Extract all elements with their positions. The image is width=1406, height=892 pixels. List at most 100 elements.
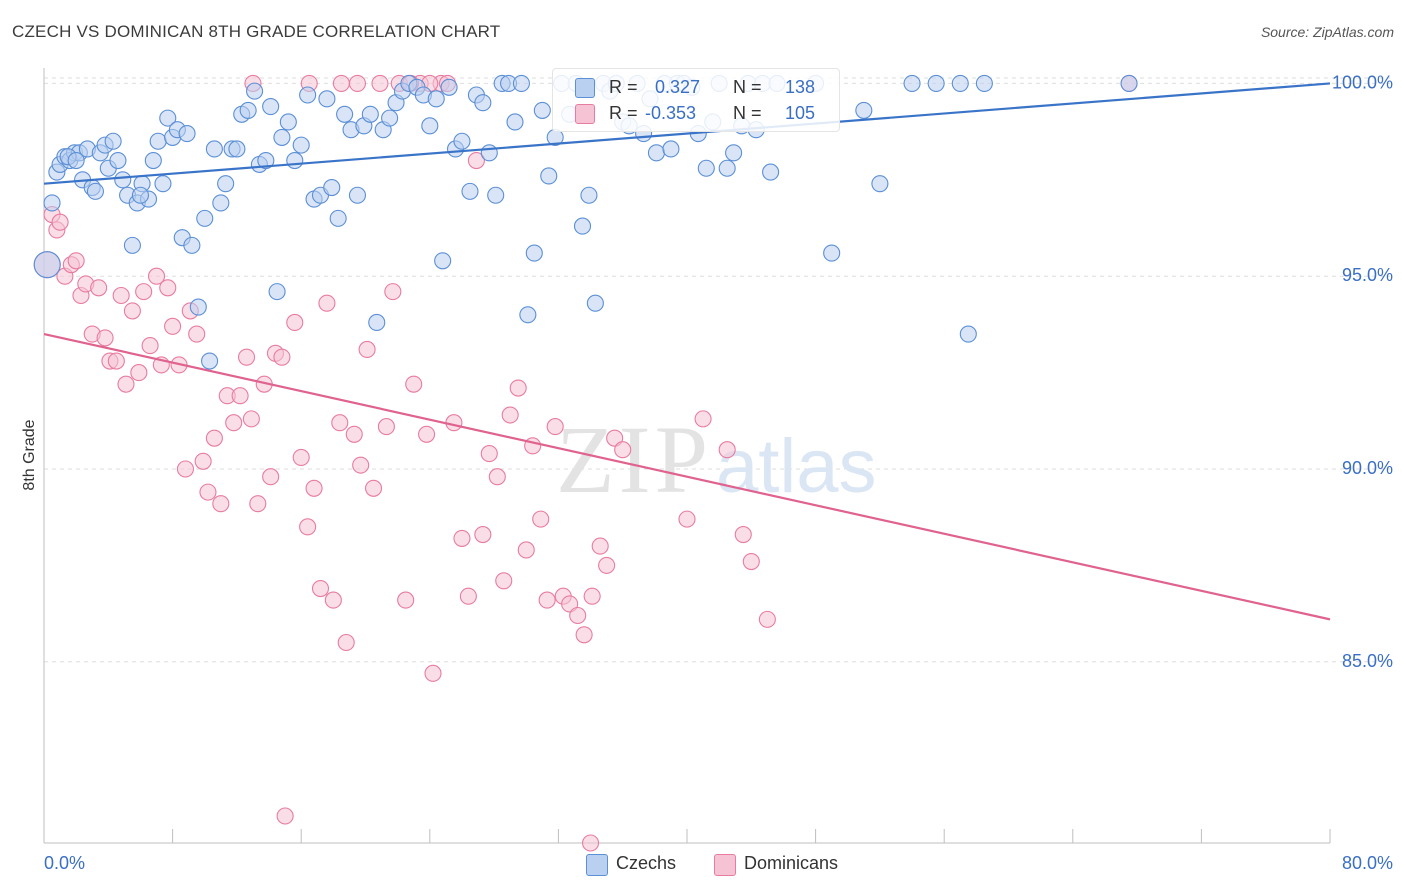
data-point bbox=[144, 151, 162, 170]
data-point bbox=[361, 105, 379, 123]
chart-title: CZECH VS DOMINICAN 8TH GRADE CORRELATION… bbox=[12, 22, 501, 41]
x-tick-label: 80.0% bbox=[1342, 853, 1393, 873]
data-point bbox=[318, 294, 336, 312]
data-point bbox=[268, 283, 286, 301]
data-point bbox=[114, 171, 132, 189]
dominicans-swatch bbox=[714, 854, 736, 876]
data-point bbox=[368, 313, 386, 332]
n-label: N = bbox=[733, 77, 762, 97]
data-point bbox=[212, 194, 230, 212]
data-point bbox=[130, 364, 148, 382]
data-point bbox=[286, 151, 304, 170]
data-point bbox=[453, 529, 471, 547]
data-point bbox=[519, 306, 537, 324]
czechs-swatch bbox=[586, 854, 608, 876]
watermark-zip: ZIP bbox=[556, 406, 712, 513]
data-point bbox=[324, 591, 342, 609]
data-point bbox=[606, 429, 624, 447]
data-point bbox=[246, 82, 264, 100]
data-point bbox=[377, 418, 395, 436]
data-point bbox=[583, 587, 601, 605]
trend-lines bbox=[43, 82, 1331, 621]
data-point bbox=[318, 90, 336, 108]
data-point bbox=[525, 244, 543, 262]
data-point bbox=[575, 626, 593, 644]
data-point bbox=[561, 595, 579, 613]
data-point bbox=[364, 479, 383, 497]
data-point bbox=[694, 410, 712, 428]
data-point bbox=[205, 140, 223, 158]
r-value: 0.327 bbox=[655, 77, 701, 97]
data-point bbox=[434, 252, 452, 270]
n-label: N = bbox=[733, 103, 762, 123]
data-point bbox=[467, 151, 485, 170]
data-point bbox=[33, 251, 61, 279]
czechs-swatch bbox=[575, 78, 595, 98]
x-tick-label: 0.0% bbox=[44, 853, 85, 873]
data-point bbox=[332, 74, 350, 92]
data-point bbox=[742, 552, 760, 571]
watermark-atlas: atlas bbox=[716, 424, 877, 509]
data-point bbox=[855, 101, 873, 119]
data-point bbox=[488, 468, 506, 486]
data-point bbox=[927, 74, 945, 92]
data-point bbox=[329, 209, 347, 227]
data-point bbox=[487, 186, 505, 204]
data-point bbox=[348, 186, 367, 204]
data-point bbox=[67, 151, 85, 170]
r-label: R = bbox=[609, 77, 638, 97]
data-point bbox=[762, 163, 780, 181]
data-point bbox=[459, 587, 477, 605]
y-tick-label: 85.0% bbox=[1342, 651, 1393, 671]
data-point bbox=[512, 74, 530, 92]
data-point bbox=[299, 86, 317, 104]
data-point bbox=[975, 74, 993, 92]
data-point bbox=[951, 74, 969, 92]
y-tick-label: 90.0% bbox=[1342, 458, 1393, 478]
data-point bbox=[262, 98, 280, 116]
data-point bbox=[697, 159, 715, 177]
data-point bbox=[299, 518, 317, 536]
data-point bbox=[109, 151, 127, 170]
data-point bbox=[480, 445, 498, 463]
data-point bbox=[461, 182, 479, 200]
data-point bbox=[305, 479, 323, 497]
legend-label-czechs: Czechs bbox=[616, 853, 677, 873]
data-point bbox=[67, 252, 85, 270]
data-point bbox=[279, 113, 297, 131]
data-point bbox=[538, 591, 556, 609]
data-point bbox=[257, 151, 275, 170]
data-point bbox=[501, 406, 519, 424]
data-point bbox=[959, 325, 977, 343]
data-point bbox=[164, 317, 182, 335]
data-point bbox=[384, 283, 402, 301]
data-point bbox=[104, 132, 122, 150]
data-point bbox=[453, 132, 471, 150]
data-point bbox=[581, 834, 600, 852]
data-point bbox=[397, 591, 415, 609]
data-point bbox=[131, 186, 149, 204]
data-point bbox=[141, 337, 159, 355]
data-point bbox=[662, 140, 680, 158]
y-axis-label: 8th Grade bbox=[21, 419, 38, 490]
data-point bbox=[292, 136, 310, 154]
data-point bbox=[532, 510, 550, 528]
data-point bbox=[586, 294, 604, 312]
data-point bbox=[123, 302, 141, 320]
data-point bbox=[239, 101, 257, 119]
data-point bbox=[273, 128, 291, 146]
data-point bbox=[871, 175, 889, 193]
dominicans-swatch bbox=[575, 104, 595, 124]
data-point bbox=[276, 807, 294, 825]
data-point bbox=[591, 537, 609, 555]
data-point bbox=[217, 175, 235, 193]
data-point bbox=[418, 425, 436, 443]
data-point bbox=[178, 124, 196, 143]
data-point bbox=[242, 410, 260, 428]
axis-labels: 100.0% 95.0% 90.0% 85.0% 0.0% 80.0% 8th Grade bbox=[21, 72, 1393, 873]
r-label: R = bbox=[609, 103, 638, 123]
czechs-trend-line bbox=[43, 82, 1331, 185]
data-point bbox=[580, 186, 598, 204]
data-point bbox=[823, 244, 841, 262]
data-point bbox=[249, 495, 267, 513]
